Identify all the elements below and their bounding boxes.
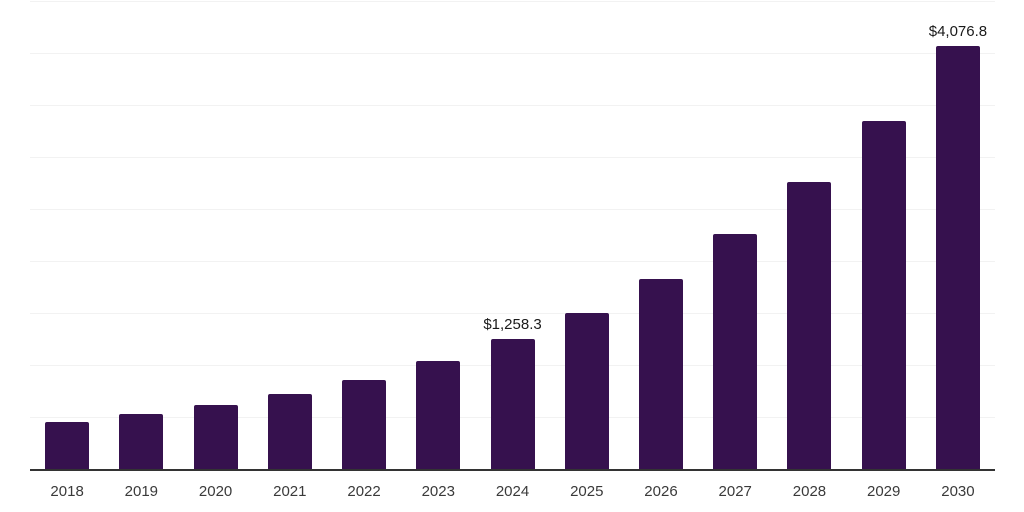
bar-slot-2029 [847,2,921,470]
bar-slot-2018 [30,2,104,470]
bar-slot-2023 [401,2,475,470]
bar-slot-2024: $1,258.3 [475,2,549,470]
bar-slot-2022 [327,2,401,470]
x-tick-2026: 2026 [644,482,678,500]
bar-slot-2025 [550,2,624,470]
gridline [30,261,995,262]
bar-2027 [713,234,758,470]
x-axis-labels: 2018 2019 2020 2021 2022 2023 2024 2025 2026 2027… [30,470,995,512]
bar-2022 [342,379,387,470]
bar-slot-2019 [104,2,178,470]
x-tick-2028: 2028 [792,482,827,500]
x-tick-2022: 2022 [347,482,381,500]
x-tick-2024: 2024 [495,482,530,500]
x-tick-2018: 2018 [50,482,84,500]
gridline [30,53,995,54]
data-label-2024: $1,258.3 [483,316,542,334]
bar-2030 [935,46,980,470]
x-tick-2025: 2025 [570,482,604,500]
bar-2021 [267,394,312,470]
bar-2026 [638,278,683,470]
plot-area: $1,258.3 $4,076.8 [30,1,995,471]
bar-2024 [490,339,535,470]
bar-slot-2030: $4,076.8 [921,2,995,470]
x-axis-line [30,469,995,471]
x-tick-2023: 2023 [421,482,455,500]
bar-2023 [416,361,461,470]
gridline [30,157,995,159]
x-tick-2029: 2029 [867,482,901,500]
bar-2020 [193,404,238,470]
bar-slot-2020 [178,2,252,470]
x-tick-2021: 2021 [273,482,307,500]
gridline [30,1,995,2]
bar-2019 [119,413,164,470]
x-tick-2030: 2030 [941,482,975,500]
x-tick-2019: 2019 [124,482,159,500]
data-label-2030: $4,076.8 [928,23,988,41]
bar-2028 [787,181,832,470]
gridline [30,209,995,210]
bar-2029 [861,120,906,470]
bar-slot-2021 [253,2,327,470]
bar-slot-2026 [624,2,698,470]
gridline [30,105,995,106]
bar-slot-2028 [772,2,846,470]
x-tick-2020: 2020 [198,482,233,500]
bar-2025 [564,313,609,470]
x-tick-2027: 2027 [718,482,752,500]
bar-2018 [45,422,90,470]
bars-row: $1,258.3 $4,076.8 [30,2,995,470]
gridline [30,313,995,315]
bar-slot-2027 [698,2,772,470]
